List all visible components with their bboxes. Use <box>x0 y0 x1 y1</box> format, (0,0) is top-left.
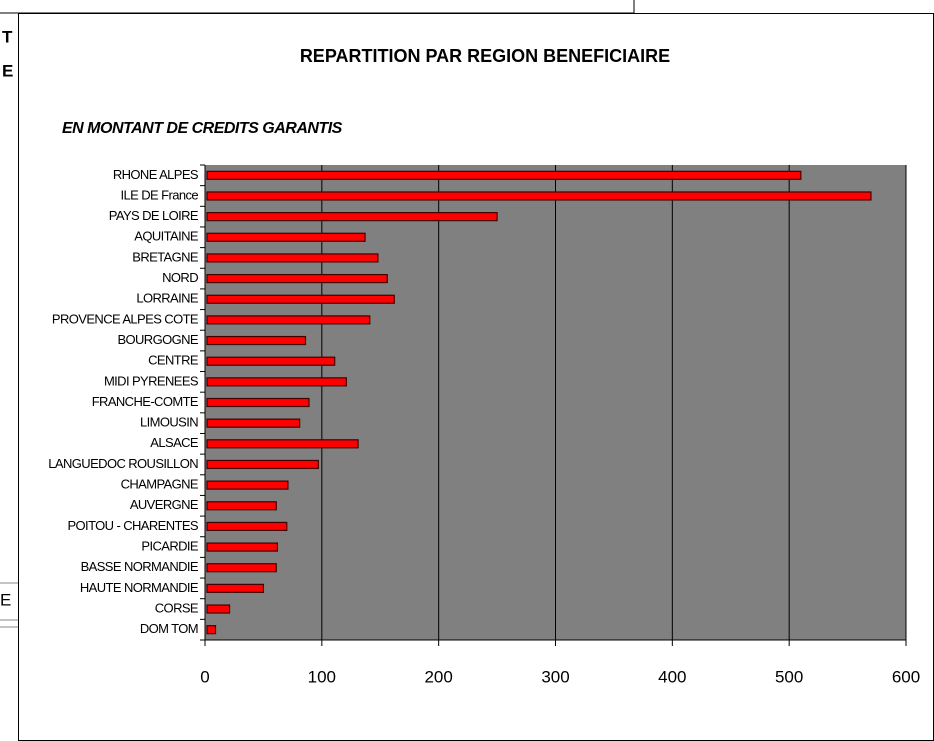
y-tick-label: PROVENCE ALPES COTE <box>52 311 199 326</box>
y-tick-label: PAYS DE LOIRE <box>109 208 199 223</box>
bar <box>206 542 279 552</box>
sheet-text: E <box>0 590 11 609</box>
y-tick-label: MIDI PYRENEES <box>104 373 199 388</box>
y-tick-label: NORD <box>162 270 198 285</box>
bar <box>206 583 265 593</box>
bar <box>206 521 288 532</box>
bar <box>206 459 319 470</box>
bar <box>206 563 277 573</box>
chart-subtitle: EN MONTANT DE CREDITS GARANTIS <box>62 120 343 137</box>
y-tick-label: FRANCHE-COMTE <box>92 394 199 409</box>
x-tick-label: 500 <box>775 667 803 686</box>
chart-title: REPARTITION PAR REGION BENEFICIAIRE <box>300 46 670 66</box>
bar <box>206 480 289 490</box>
bar <box>206 170 802 180</box>
bar <box>206 604 231 614</box>
x-tick-label: 600 <box>892 667 920 686</box>
bar <box>206 253 379 263</box>
y-tick-label: HAUTE NORMANDIE <box>80 580 199 595</box>
bar <box>206 232 366 242</box>
bar <box>206 501 277 511</box>
bar <box>206 212 498 222</box>
y-tick-label: LANGUEDOC ROUSILLON <box>48 456 198 471</box>
y-tick-label: CORSE <box>155 600 199 615</box>
y-tick-label: LORRAINE <box>136 291 199 306</box>
bar <box>206 273 388 284</box>
y-tick-label: ILE DE France <box>121 187 199 202</box>
x-tick-label: 300 <box>541 667 569 686</box>
bar <box>206 439 359 449</box>
bar <box>206 294 395 304</box>
y-tick-label: CHAMPAGNE <box>121 477 199 492</box>
y-tick-label: POITOU - CHARENTES <box>67 518 198 533</box>
x-tick-label: 0 <box>200 667 209 686</box>
y-tick-label: DOM TOM <box>140 621 198 636</box>
bar <box>206 418 301 428</box>
bar <box>206 335 307 346</box>
x-tick-label: 200 <box>424 667 452 686</box>
bar <box>206 315 371 325</box>
y-tick-label: ALSACE <box>150 435 199 450</box>
y-tick-label: AQUITAINE <box>134 229 199 244</box>
y-tick-label: PICARDIE <box>141 539 199 554</box>
bar <box>206 625 217 635</box>
sheet-text: T <box>2 27 13 46</box>
y-tick-label: RHONE ALPES <box>113 167 199 182</box>
bar <box>206 356 336 366</box>
y-tick-label: CENTRE <box>148 353 199 368</box>
y-tick-label: AUVERGNE <box>130 497 199 512</box>
y-tick-label: BOURGOGNE <box>117 332 198 347</box>
y-tick-label: BRETAGNE <box>132 249 199 264</box>
x-tick-label: 100 <box>308 667 336 686</box>
sheet-text: E <box>2 61 13 80</box>
x-tick-label: 400 <box>658 667 686 686</box>
bar <box>206 191 872 201</box>
y-tick-label: BASSE NORMANDIE <box>81 559 199 574</box>
bar <box>206 377 347 387</box>
y-tick-label: LIMOUSIN <box>140 415 198 430</box>
bar <box>206 397 310 408</box>
